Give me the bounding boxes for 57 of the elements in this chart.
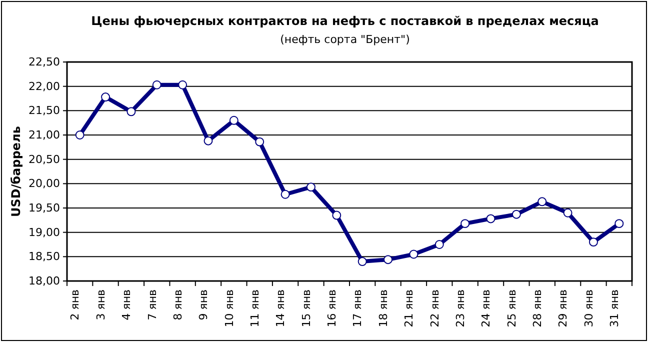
point	[229, 116, 238, 125]
y-tick-label: 21,50	[28, 104, 60, 118]
y-tick-label: 19,50	[28, 202, 60, 215]
point	[384, 255, 393, 264]
x-tick-label: 18 янв	[376, 290, 390, 328]
x-tick-label: 25 янв	[505, 290, 518, 328]
point	[512, 210, 521, 219]
x-tick-label: 16 янв	[326, 290, 339, 328]
x-tick-label: 24 янв	[480, 290, 493, 328]
x-tick-label: 4 янв	[120, 290, 134, 320]
chart-subtitle: (нефть сорта "Брент")	[280, 33, 410, 46]
y-axis-title: USD/баррель	[9, 126, 23, 217]
x-tick-label: 22 янв	[428, 290, 442, 328]
point	[486, 214, 496, 224]
y-tick-label: 21,00	[28, 128, 60, 142]
x-tick-label: 30 янв	[582, 290, 596, 328]
x-tick-label: 14 янв	[274, 290, 288, 328]
point	[101, 92, 110, 102]
point	[588, 238, 598, 247]
y-tick-label: 18,00	[28, 274, 60, 288]
x-tick-label: 28 янв	[531, 290, 544, 328]
x-tick-label: 11 янв	[248, 290, 262, 328]
x-tick-label: 17 янв	[351, 290, 364, 328]
point	[434, 240, 444, 249]
point	[563, 208, 572, 218]
x-tick-label: 2 янв	[68, 290, 82, 320]
x-tick-label: 10 янв	[222, 290, 236, 328]
x-tick-label: 31 янв	[608, 290, 622, 328]
point	[126, 107, 136, 116]
x-tick-label: 15 янв	[300, 290, 313, 328]
y-tick-label: 18,50	[28, 250, 60, 264]
y-tick-label: 20,00	[28, 177, 60, 190]
chart-title: Цены фьючерсных контрактов на нефть с поставкой в пределах месяца	[91, 14, 599, 28]
point	[460, 219, 470, 228]
point	[332, 210, 342, 220]
x-tick-label: 9 янв	[197, 290, 210, 320]
x-tick-label: 8 янв	[171, 290, 184, 320]
point	[204, 136, 213, 146]
x-tick-label: 21 янв	[402, 290, 416, 328]
point	[409, 250, 418, 259]
point	[152, 80, 162, 90]
point	[306, 182, 316, 192]
y-tick-label: 20,50	[28, 152, 60, 166]
x-tick-label: 23 янв	[454, 290, 467, 328]
point	[255, 137, 264, 146]
x-tick-label: 29 янв	[556, 290, 570, 328]
y-tick-label: 22,00	[28, 80, 60, 93]
point	[280, 190, 290, 199]
x-tick-label: 7 янв	[146, 290, 159, 320]
y-tick-label: 19,00	[28, 226, 60, 239]
point	[358, 257, 367, 266]
x-tick-label: 3 янв	[94, 290, 108, 320]
point	[75, 130, 84, 140]
y-tick-label: 22,50	[28, 56, 60, 69]
point	[538, 197, 547, 206]
point	[614, 219, 624, 228]
point	[178, 80, 188, 90]
